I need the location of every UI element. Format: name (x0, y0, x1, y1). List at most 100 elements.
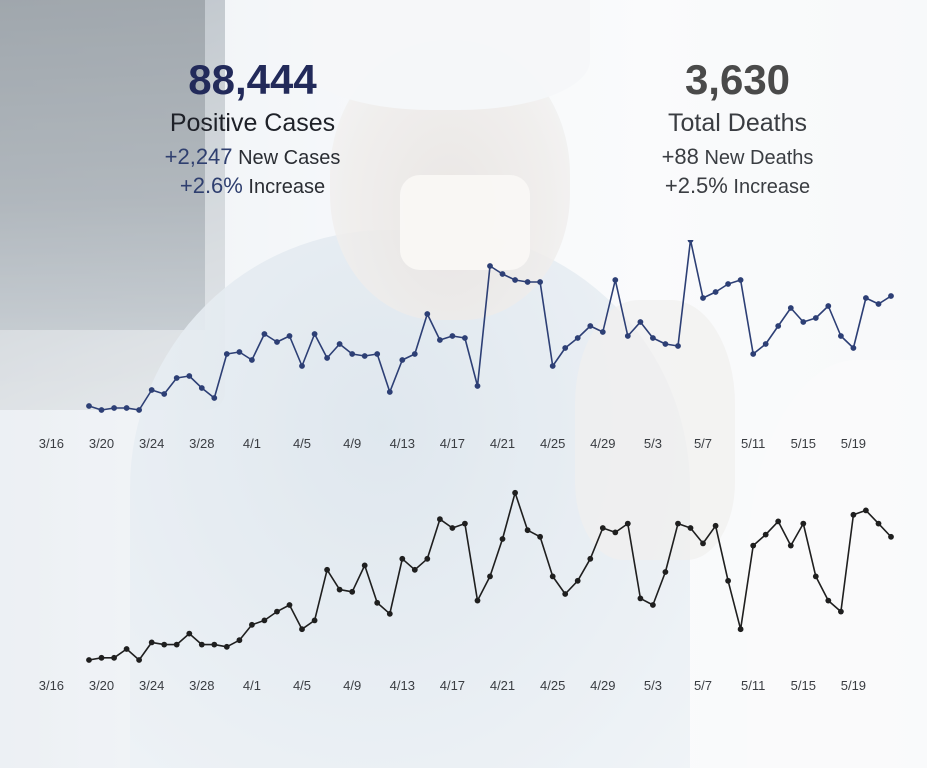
cases-x-tick-label: 4/1 (243, 436, 261, 451)
deaths-data-point (474, 597, 481, 604)
deaths-x-tick-label: 3/16 (39, 678, 64, 693)
cases-data-point (574, 335, 581, 341)
deaths-data-point (875, 520, 882, 527)
cases-data-point (311, 331, 318, 337)
deaths-data-point (812, 573, 819, 580)
cases-data-point (612, 277, 619, 283)
deaths-data-point (762, 531, 769, 538)
daily-deaths-chart: 3/16 3/20 3/24 3/28 4/1 4/5 4/9 4/13 4/17 4/21 4/2… (39, 489, 894, 693)
deaths-data-point (775, 518, 782, 525)
deaths-increase-label: Increase (733, 176, 811, 198)
cases-x-tick-label: 3/28 (189, 436, 214, 451)
cases-x-tick-label: 5/15 (791, 436, 816, 451)
new-deaths-line: +88 New Deaths (575, 144, 900, 171)
cases-x-tick-label: 3/16 (39, 436, 64, 451)
deaths-x-tick-label: 5/3 (644, 678, 662, 693)
cases-x-tick-label: 4/29 (590, 436, 615, 451)
deaths-data-point (136, 657, 143, 663)
total-deaths-stat: 3,630 Total Deaths +88 New Deaths +2.5% … (575, 58, 900, 200)
positive-cases-stat: 88,444 Positive Cases +2,247 New Cases +… (90, 58, 415, 200)
cases-data-point (537, 279, 543, 285)
vital-signs-monitor (0, 0, 225, 410)
deaths-data-point (499, 536, 506, 542)
deaths-data-point (261, 617, 268, 624)
cases-x-tick-label: 4/25 (540, 436, 565, 451)
cases-data-point (599, 329, 606, 335)
deaths-x-tick-label: 3/28 (189, 678, 214, 693)
cases-data-point (637, 319, 644, 325)
cases-x-tick-label: 5/3 (644, 436, 662, 451)
deaths-data-point (148, 639, 155, 646)
deaths-data-point (349, 588, 356, 595)
cases-data-point (148, 387, 155, 393)
deaths-data-point (449, 525, 456, 531)
deaths-data-point (223, 643, 230, 650)
deaths-data-point (662, 569, 669, 575)
deaths-data-point (424, 555, 431, 562)
cases-data-point (725, 281, 731, 287)
positive-cases-label: Positive Cases (169, 109, 336, 137)
cases-data-point (650, 335, 656, 341)
deaths-data-point (173, 641, 180, 648)
cases-increase-line: +2.6% Increase (90, 173, 415, 200)
deaths-data-point (850, 511, 857, 518)
deaths-data-point (687, 525, 694, 531)
deaths-data-point (211, 641, 218, 648)
cases-data-point (474, 383, 481, 389)
deaths-data-point (787, 542, 794, 549)
cases-data-point (361, 353, 368, 359)
cases-data-point (462, 335, 468, 341)
cases-data-point (198, 385, 205, 391)
cases-data-point (624, 333, 631, 339)
cases-data-point (838, 333, 844, 339)
deaths-x-tick-label: 3/20 (89, 678, 114, 693)
cases-data-point (236, 349, 243, 355)
cases-data-point (487, 263, 493, 269)
cases-data-point (850, 345, 857, 351)
cases-increase-label: Increase (248, 176, 326, 198)
deaths-data-point (524, 527, 531, 534)
cases-data-point (249, 357, 255, 363)
daily-cases-chart: 3/16 3/20 3/24 3/28 4/1 4/5 4/9 4/13 4/17 4/21 4/2… (39, 240, 894, 451)
new-deaths-value: +88 (661, 144, 699, 169)
deaths-data-point (587, 555, 594, 562)
deaths-data-point (386, 610, 393, 617)
cases-data-point (712, 289, 719, 295)
deaths-data-point (311, 617, 318, 624)
cases-data-point (449, 333, 456, 339)
cases-data-point (386, 389, 393, 395)
deaths-data-point (612, 529, 619, 536)
deaths-data-point (336, 586, 343, 593)
deaths-increase-line: +2.5% Increase (575, 173, 900, 200)
cases-data-point (549, 363, 556, 369)
deaths-data-point (98, 654, 105, 661)
cases-data-point (123, 405, 130, 411)
cases-data-point (863, 295, 869, 301)
cases-x-tick-label: 5/19 (841, 436, 866, 451)
cases-x-tick-label: 3/24 (139, 436, 164, 451)
deaths-data-point (800, 520, 807, 527)
deaths-data-point (712, 522, 719, 529)
cases-data-point (186, 373, 193, 379)
deaths-data-point (574, 577, 581, 584)
cases-data-point (211, 395, 218, 401)
deaths-data-point (888, 533, 894, 540)
cases-data-point (512, 277, 518, 283)
deaths-data-point (186, 630, 193, 637)
new-cases-label: New Cases (238, 147, 341, 169)
deaths-data-point (737, 626, 744, 633)
deaths-data-point (637, 595, 644, 602)
deaths-data-point (725, 577, 731, 584)
cases-x-tick-label: 4/5 (293, 436, 311, 451)
cases-data-point (775, 323, 782, 329)
total-deaths-total: 3,630 (684, 56, 791, 103)
cases-data-point (737, 277, 744, 283)
deaths-x-tick-label: 4/5 (293, 678, 311, 693)
cases-data-point (136, 407, 143, 413)
cases-x-tick-label: 4/21 (490, 436, 515, 451)
deaths-increase-value: +2.5% (664, 173, 728, 198)
deaths-data-point (236, 637, 243, 644)
deaths-x-tick-label: 5/11 (741, 678, 765, 693)
deaths-data-point (537, 533, 543, 540)
cases-data-point (687, 240, 694, 243)
